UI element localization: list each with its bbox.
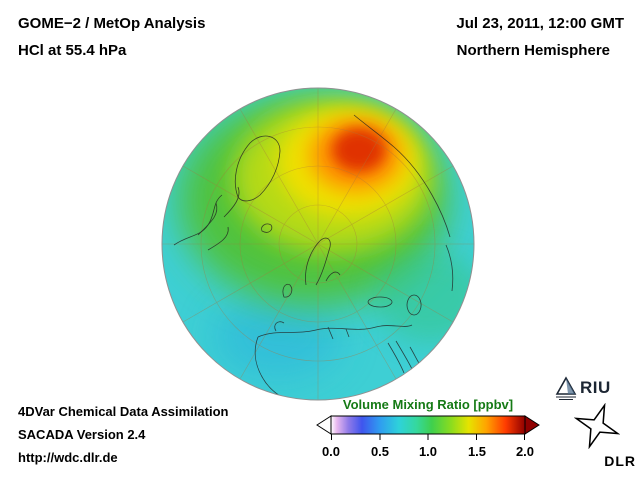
- credits: 4DVar Chemical Data Assimilation SACADA …: [18, 400, 229, 469]
- title-species-level: HCl at 55.4 hPa: [18, 42, 127, 59]
- credit-url: http://wdc.dlr.de: [18, 450, 118, 465]
- date-label: Jul 23, 2011, 12:00 GMT: [456, 15, 624, 32]
- header-right: Jul 23, 2011, 12:00 GMT Northern Hemisph…: [456, 10, 624, 64]
- colorbar-tick-label-1: 0.5: [370, 444, 390, 459]
- colorbar-tick-label-3: 1.5: [467, 444, 487, 459]
- colorbar-ticks: [331, 434, 525, 440]
- title-instrument: GOME−2 / MetOp Analysis: [18, 15, 206, 32]
- hemisphere-map: [158, 85, 478, 405]
- credit-line-2: SACADA Version 2.4: [18, 427, 146, 442]
- colorbar-title: Volume Mixing Ratio [ppbv]: [342, 397, 514, 412]
- riu-mountain-icon: [555, 376, 577, 400]
- colorbar-left-arrow: [316, 415, 332, 435]
- colorbar-right-arrow: [524, 415, 540, 435]
- riu-logo-text: RIU: [580, 378, 611, 397]
- region-label: Northern Hemisphere: [456, 42, 610, 59]
- colorbar-tick-label-2: 1.0: [418, 444, 438, 459]
- dlr-logo: DLR: [573, 402, 636, 469]
- globe-svg: [161, 87, 475, 401]
- field-layers: [162, 88, 474, 400]
- colorbar: [316, 415, 540, 440]
- header-left: GOME−2 / MetOp Analysis HCl at 55.4 hPa: [18, 10, 205, 64]
- colorbar-tick-label-4: 2.0: [515, 444, 535, 459]
- coastlines: [173, 114, 454, 400]
- graticule: [162, 88, 474, 400]
- globe-rim: [161, 87, 475, 401]
- dlr-star-icon: [573, 402, 621, 450]
- credit-line-1: 4DVar Chemical Data Assimilation: [18, 404, 229, 419]
- colorbar-tick-label-0: 0.0: [321, 444, 341, 459]
- colorbar-gradient-bar: [330, 415, 526, 435]
- riu-logo: RIU: [554, 375, 611, 401]
- dlr-logo-text: DLR: [604, 453, 636, 469]
